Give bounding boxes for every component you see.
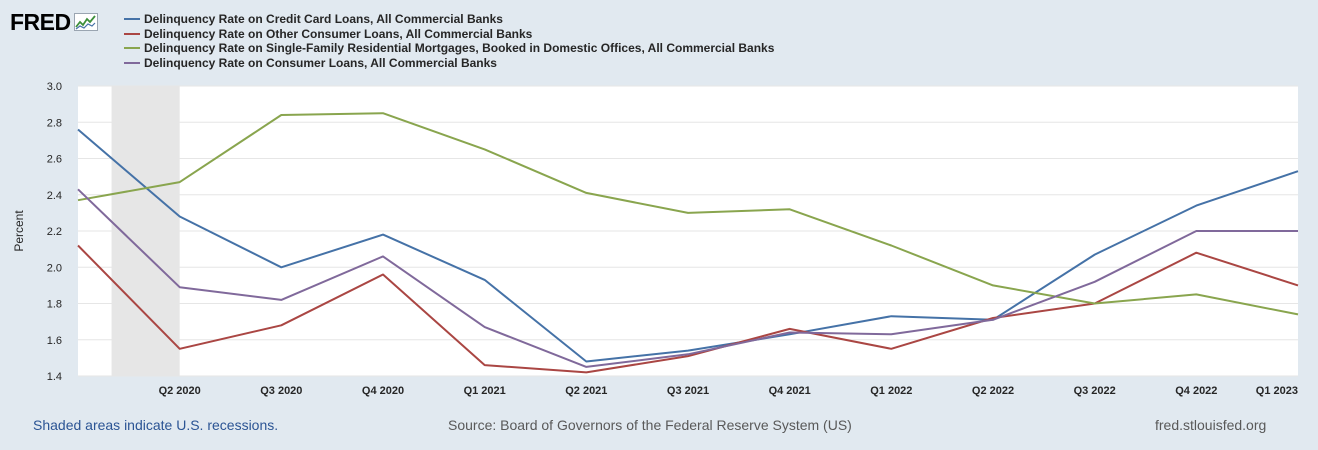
y-tick-label: 2.8 [47, 117, 62, 129]
logo-text: FRED [10, 8, 71, 35]
y-tick-label: 1.6 [47, 335, 62, 347]
x-tick-label: Q4 2020 [362, 385, 404, 397]
y-tick-label: 3.0 [47, 81, 62, 93]
series-line-3 [77, 112, 1299, 316]
x-tick-label: Q1 2023 [1256, 385, 1298, 397]
chart-legend: Delinquency Rate on Credit Card Loans, A… [124, 12, 774, 70]
legend-item-3[interactable]: Delinquency Rate on Single-Family Reside… [124, 41, 774, 56]
series-line-4 [77, 188, 1298, 368]
y-tick-label: 1.4 [47, 371, 62, 383]
x-tick-label: Q3 2020 [260, 385, 302, 397]
legend-label: Delinquency Rate on Credit Card Loans, A… [144, 12, 503, 27]
legend-label: Delinquency Rate on Single-Family Reside… [144, 41, 775, 56]
x-tick-label: Q4 2021 [769, 385, 811, 397]
x-tick-label: Q2 2022 [972, 385, 1014, 397]
x-tick-label: Q3 2022 [1074, 385, 1116, 397]
x-tick-label: Q1 2022 [870, 385, 912, 397]
x-tick-label: Q3 2021 [667, 385, 709, 397]
legend-swatch [124, 18, 140, 21]
recession-note[interactable]: Shaded areas indicate U.S. recessions. [33, 417, 279, 433]
line-chart: 1.4 1.6 1.8 2.0 2.2 2.4 2.6 2.8 3.0 Percent Q2 202… [12, 81, 1299, 397]
legend-label: Delinquency Rate on Consumer Loans, All … [144, 55, 497, 70]
legend-swatch [124, 47, 140, 50]
source-note: Source: Board of Governors of the Federa… [448, 417, 852, 433]
legend-item-2[interactable]: Delinquency Rate on Other Consumer Loans… [124, 27, 774, 42]
y-tick-label: 2.4 [47, 190, 62, 202]
y-tick-label: 1.8 [47, 299, 62, 311]
legend-swatch [124, 61, 140, 64]
x-tick-label: Q2 2021 [565, 385, 607, 397]
x-tick-label: Q2 2020 [159, 385, 201, 397]
y-tick-label: 2.2 [47, 226, 62, 238]
y-tick-label: 2.0 [47, 262, 62, 274]
y-axis-label: Percent [12, 210, 26, 252]
chart-line-icon [73, 13, 98, 31]
fred-logo[interactable]: FRED [10, 9, 98, 35]
site-link[interactable]: fred.stlouisfed.org [1155, 417, 1267, 433]
legend-swatch [124, 32, 140, 35]
legend-label: Delinquency Rate on Other Consumer Loans… [144, 26, 533, 41]
y-tick-label: 2.6 [47, 154, 62, 166]
legend-item-4[interactable]: Delinquency Rate on Consumer Loans, All … [124, 56, 774, 71]
x-tick-label: Q4 2022 [1175, 385, 1217, 397]
legend-item-1[interactable]: Delinquency Rate on Credit Card Loans, A… [124, 12, 774, 27]
x-tick-label: Q1 2021 [464, 385, 506, 397]
series-line-1 [77, 128, 1299, 363]
